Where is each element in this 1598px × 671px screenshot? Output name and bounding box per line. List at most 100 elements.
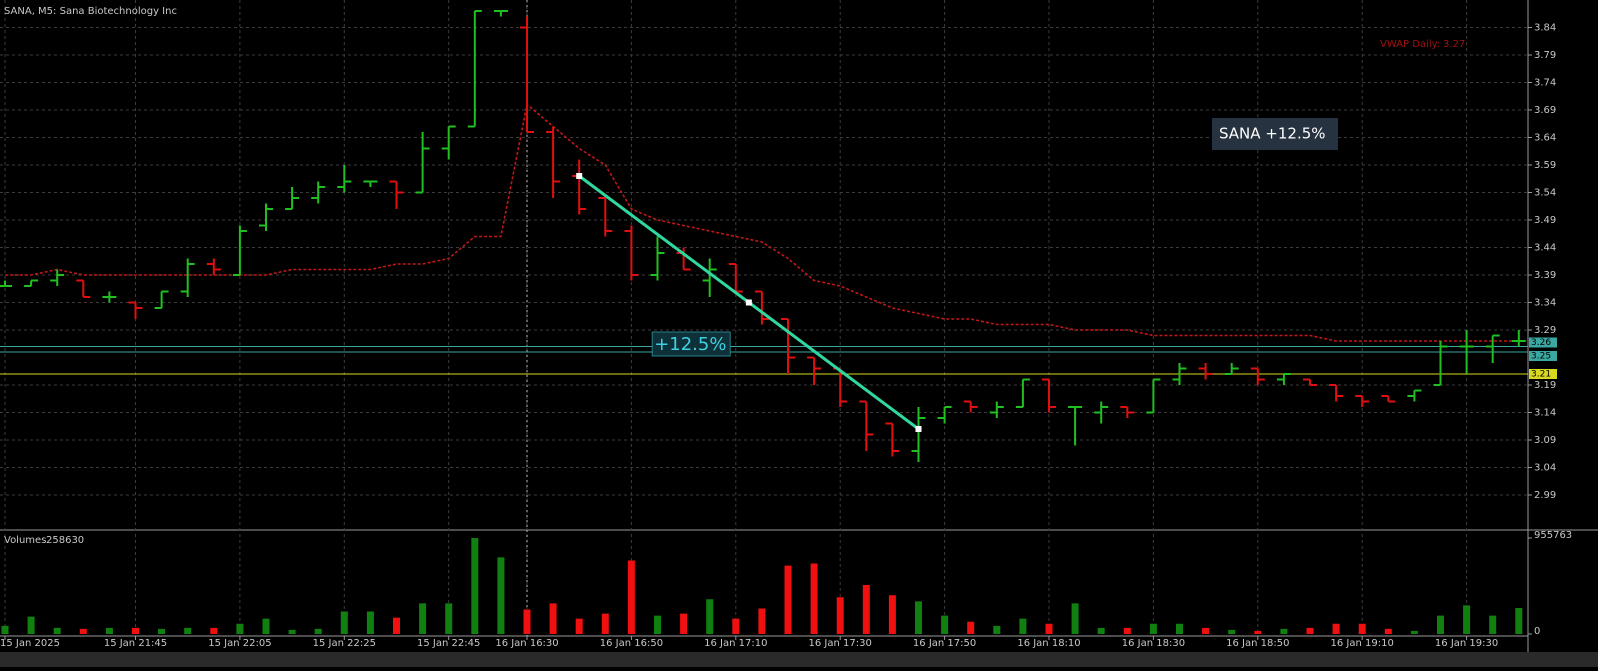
x-tick-label: 16 Jan 17:50 xyxy=(913,638,976,649)
volume-bar xyxy=(79,628,87,634)
trend-handle xyxy=(745,299,752,306)
volume-bar xyxy=(627,560,635,634)
info-box-text: SANA +12.5% xyxy=(1219,125,1326,143)
y-tick-label: 2.99 xyxy=(1534,490,1556,501)
y-tick-label: 3.14 xyxy=(1534,408,1556,419)
volume-bar xyxy=(1489,615,1497,634)
x-tick-label: 15 Jan 2025 xyxy=(0,638,60,649)
trend-handle xyxy=(915,426,922,432)
y-tick-label: 3.09 xyxy=(1534,435,1556,446)
volume-bar xyxy=(1097,627,1105,634)
grid xyxy=(0,0,1528,636)
volume-bar xyxy=(1306,627,1314,634)
volume-bar xyxy=(836,597,844,634)
y-tick-label: 3.04 xyxy=(1534,463,1556,474)
volume-bar xyxy=(27,616,35,634)
volume-bar xyxy=(888,595,896,634)
volume-bar xyxy=(497,557,505,634)
volume-bar xyxy=(680,613,688,634)
volume-bar xyxy=(445,603,453,634)
volume-bar xyxy=(393,617,400,634)
x-tick-label: 15 Jan 22:25 xyxy=(313,638,376,649)
volume-tick-label: 0 xyxy=(1534,626,1540,637)
volume-bar xyxy=(236,623,244,634)
volume-bar xyxy=(1202,627,1210,634)
y-tick-label: 3.59 xyxy=(1534,160,1556,171)
volume-bar xyxy=(288,629,296,634)
y-tick-label: 3.34 xyxy=(1534,298,1556,309)
volume-bar xyxy=(1228,629,1236,634)
volume-bar xyxy=(1123,627,1131,634)
volume-bar xyxy=(262,618,270,634)
volume-bar xyxy=(784,565,792,634)
volume-last-value: 258630 xyxy=(46,535,84,546)
vwap-value: 3.27 xyxy=(1443,39,1465,50)
y-tick-label: 3.79 xyxy=(1534,50,1556,61)
volume-bar xyxy=(1,625,9,634)
volume-bar xyxy=(1071,603,1079,634)
volume-bar xyxy=(210,627,218,634)
y-tick-label: 3.64 xyxy=(1534,133,1556,144)
x-tick-label: 16 Jan 16:30 xyxy=(495,638,558,649)
volume-bar xyxy=(967,621,975,634)
volume-bar xyxy=(184,627,192,634)
trend-label-box xyxy=(651,331,731,357)
y-tick-label: 3.54 xyxy=(1534,188,1556,199)
volume-bar xyxy=(706,599,714,634)
x-tick-label: 16 Jan 18:50 xyxy=(1226,638,1289,649)
volume-bar xyxy=(471,538,479,634)
x-tick-label: 16 Jan 16:50 xyxy=(600,638,663,649)
volume-bar xyxy=(1463,605,1471,634)
volume-bar xyxy=(1437,615,1444,634)
volume-bar xyxy=(523,609,531,634)
volume-bar xyxy=(575,618,583,634)
volume-bar xyxy=(654,615,661,634)
y-tick-label: 3.74 xyxy=(1534,78,1556,89)
volume-bar xyxy=(1384,628,1392,634)
x-tick-label: 16 Jan 18:30 xyxy=(1122,638,1185,649)
volume-bar xyxy=(158,628,166,634)
level-label-box xyxy=(1529,369,1557,379)
chart-title: SANA, M5: Sana Biotechnology Inc xyxy=(4,6,177,17)
volume-bar xyxy=(810,563,818,634)
volume-bar xyxy=(105,627,113,634)
volume-bar xyxy=(340,611,348,634)
x-tick-label: 16 Jan 18:10 xyxy=(1017,638,1080,649)
trend-handle xyxy=(576,173,583,179)
volume-bar xyxy=(758,608,766,634)
volume-bar xyxy=(53,627,61,634)
volume-bar xyxy=(993,625,1001,634)
volume-label: Volumes xyxy=(4,535,46,546)
volume-bar xyxy=(601,613,609,634)
level-label-box xyxy=(1529,351,1557,361)
x-tick-label: 16 Jan 17:30 xyxy=(809,638,872,649)
y-tick-label: 3.49 xyxy=(1534,215,1556,226)
x-tick-label: 15 Jan 21:45 xyxy=(104,638,167,649)
volume-bar xyxy=(1358,623,1366,634)
volume-bar xyxy=(1019,618,1027,634)
volume-tick-label: 955763 xyxy=(1534,530,1572,541)
y-tick-label: 3.29 xyxy=(1534,325,1556,336)
x-tick-label: 15 Jan 22:05 xyxy=(208,638,271,649)
volume-bar xyxy=(132,627,139,634)
trend-label: +12.5% xyxy=(654,334,726,355)
bottom-strip xyxy=(0,652,1598,667)
volume-bar xyxy=(862,584,870,634)
marks: 3.26 3.25 3.21 +12.5% xyxy=(0,10,1557,634)
level-label: 3.25 xyxy=(1531,352,1551,362)
vwap-label: VWAP Daily: xyxy=(1380,39,1440,50)
x-tick-label: 16 Jan 19:10 xyxy=(1331,638,1394,649)
y-tick-label: 3.19 xyxy=(1534,380,1556,391)
level-label: 3.21 xyxy=(1531,370,1551,380)
volume-bar xyxy=(915,601,922,634)
y-tick-label: 3.44 xyxy=(1534,243,1556,254)
volume-bar xyxy=(549,603,557,634)
level-label-box xyxy=(1529,337,1557,348)
volume-bar xyxy=(1176,623,1183,634)
volume-bar xyxy=(1515,608,1523,634)
volume-bar xyxy=(314,628,322,634)
volume-bar xyxy=(1254,630,1262,634)
y-tick-label: 3.84 xyxy=(1534,23,1556,34)
